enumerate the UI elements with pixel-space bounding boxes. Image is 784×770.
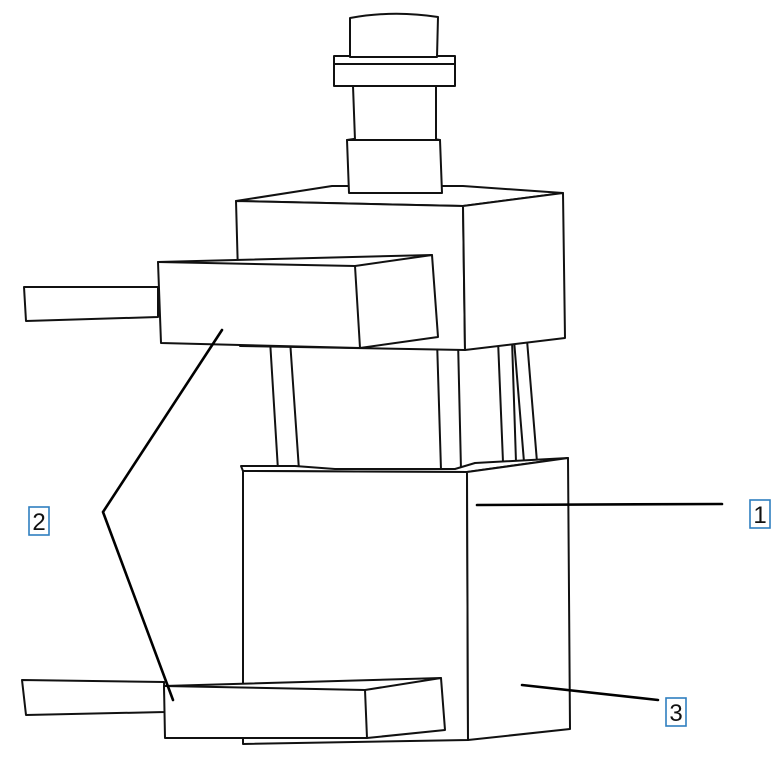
lower-slider bbox=[21, 677, 446, 739]
guide-rod-front-left bbox=[269, 339, 300, 471]
leader-line-1 bbox=[475, 502, 724, 507]
leader-lines bbox=[101, 328, 724, 702]
guide-rod-back-right-a bbox=[497, 339, 517, 463]
guide-rod-front-right bbox=[436, 339, 462, 471]
callout-2: 2 bbox=[28, 506, 50, 536]
guide-rod-back-right-b bbox=[513, 339, 538, 463]
lower-slider-body bbox=[163, 677, 446, 739]
top-knob bbox=[349, 12, 439, 58]
upper-slider-end-face bbox=[354, 265, 361, 349]
upper-slider bbox=[23, 254, 439, 349]
leader-line-2 bbox=[101, 328, 224, 702]
leader-line-3 bbox=[520, 683, 660, 702]
upper-slider-body bbox=[157, 254, 439, 349]
lower-base-side-face bbox=[466, 457, 571, 741]
lower-base bbox=[240, 457, 571, 745]
neck bbox=[352, 85, 437, 141]
lower-slider-shaft bbox=[21, 679, 166, 716]
lower-slider-end-face bbox=[364, 689, 368, 739]
callout-1-label: 1 bbox=[753, 502, 766, 529]
callout-1: 1 bbox=[749, 499, 771, 529]
callout-2-label: 2 bbox=[32, 509, 45, 536]
callout-3-label: 3 bbox=[669, 700, 682, 727]
upper-slider-shaft bbox=[23, 286, 159, 322]
lower-sleeve bbox=[346, 139, 443, 194]
top-cap-assembly bbox=[333, 12, 456, 194]
upper-housing-side-face bbox=[462, 192, 566, 351]
callout-3: 3 bbox=[665, 697, 687, 727]
flange bbox=[333, 55, 456, 87]
guide-rods bbox=[269, 339, 538, 471]
